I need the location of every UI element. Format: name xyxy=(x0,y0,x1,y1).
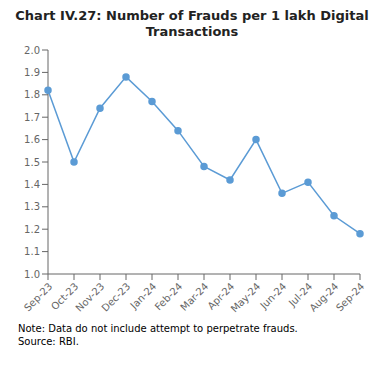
svg-text:Sep-23: Sep-23 xyxy=(22,281,55,314)
html-text:Chart IV.27: Number of Frauds: Chart IV.27: Number of Frauds per 1 lakh… xyxy=(15,8,369,23)
svg-text:1.9: 1.9 xyxy=(24,67,40,78)
svg-text:1.0: 1.0 xyxy=(24,269,40,280)
svg-text:1.3: 1.3 xyxy=(24,201,40,212)
svg-text:1.2: 1.2 xyxy=(24,224,40,235)
svg-text:1.8: 1.8 xyxy=(24,89,40,100)
svg-text:1.4: 1.4 xyxy=(24,179,40,190)
svg-text:Aug-24: Aug-24 xyxy=(307,281,340,314)
html-text:Transactions: Transactions xyxy=(145,24,239,39)
svg-text:1.5: 1.5 xyxy=(24,157,40,168)
svg-text:Nov-23: Nov-23 xyxy=(73,280,107,314)
svg-text:Oct-23: Oct-23 xyxy=(48,280,81,313)
html-text:Note: Data do not include atte: Note: Data do not include attempt to per… xyxy=(18,323,298,334)
svg-text:1.6: 1.6 xyxy=(24,134,40,145)
svg-text:Apr-24: Apr-24 xyxy=(205,280,237,312)
svg-text:Jul-24: Jul-24 xyxy=(286,280,315,309)
svg-text:Sep-24: Sep-24 xyxy=(334,281,367,314)
html-text:Source: RBI.: Source: RBI. xyxy=(18,336,79,347)
svg-text:Dec-23: Dec-23 xyxy=(99,281,132,314)
svg-text:2.0: 2.0 xyxy=(24,45,40,56)
svg-text:Jun-24: Jun-24 xyxy=(257,281,288,312)
svg-text:1.1: 1.1 xyxy=(24,246,40,257)
svg-text:Feb-24: Feb-24 xyxy=(152,280,185,313)
svg-text:Jan-24: Jan-24 xyxy=(128,280,159,311)
svg-text:1.7: 1.7 xyxy=(24,112,40,123)
svg-text:May-24: May-24 xyxy=(229,281,263,315)
svg-text:Mar-24: Mar-24 xyxy=(178,281,210,313)
